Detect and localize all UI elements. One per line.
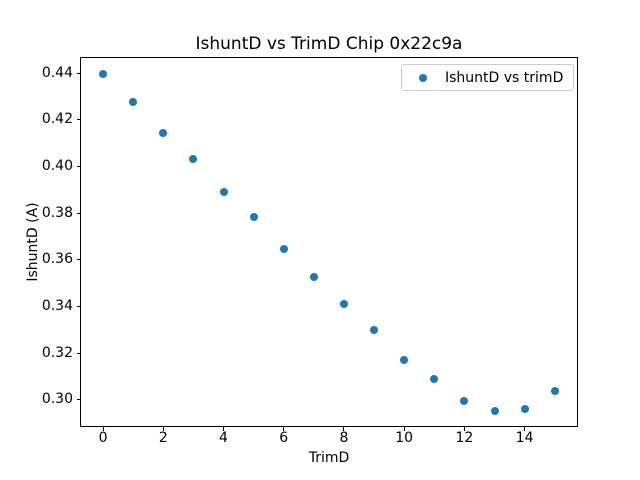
legend-label: IshuntD vs trimD [445, 69, 564, 86]
data-point [370, 326, 379, 335]
legend: IshuntD vs trimD [401, 64, 574, 91]
x-tick-label: 6 [279, 430, 289, 446]
y-tick-mark [76, 305, 81, 307]
plot-area [80, 57, 578, 427]
x-tick-mark [283, 426, 285, 431]
y-tick-mark [76, 166, 81, 168]
data-point [490, 406, 499, 415]
data-point [129, 97, 138, 106]
y-tick-mark [76, 119, 81, 121]
y-tick-mark [76, 212, 81, 214]
x-tick-label: 4 [219, 430, 228, 446]
data-point [339, 300, 348, 309]
x-tick-mark [463, 426, 465, 431]
y-tick-label: 0.30 [41, 391, 73, 408]
x-tick-label: 12 [455, 430, 474, 446]
x-tick-label: 10 [395, 430, 414, 446]
data-point [219, 187, 228, 196]
y-axis-label: IshuntD (A) [25, 202, 41, 282]
data-point [520, 404, 529, 413]
legend-marker-icon [419, 73, 427, 82]
x-axis-label: TrimD [308, 450, 350, 466]
data-point [249, 213, 258, 222]
y-tick-label: 0.44 [41, 64, 73, 81]
y-tick-label: 0.42 [41, 111, 73, 128]
data-point [159, 128, 168, 137]
y-tick-mark [76, 259, 81, 261]
x-tick-mark [403, 426, 405, 431]
y-tick-label: 0.38 [41, 204, 73, 221]
x-tick-label: 0 [98, 430, 108, 446]
data-point [309, 273, 318, 282]
y-tick-mark [76, 352, 81, 354]
y-tick-label: 0.34 [41, 297, 73, 314]
data-point [400, 356, 409, 365]
data-point [550, 386, 559, 395]
x-tick-label: 8 [339, 430, 349, 446]
data-point [189, 155, 198, 164]
chart-title: IshuntD vs TrimD Chip 0x22c9a [195, 34, 463, 54]
x-tick-mark [162, 426, 164, 431]
x-tick-mark [524, 426, 526, 431]
y-tick-mark [76, 72, 81, 74]
x-tick-label: 2 [158, 430, 168, 446]
x-tick-mark [102, 426, 104, 431]
x-tick-mark [223, 426, 225, 431]
y-tick-label: 0.32 [41, 344, 73, 361]
x-tick-mark [343, 426, 345, 431]
data-point [99, 70, 108, 79]
y-tick-mark [76, 399, 81, 401]
y-tick-label: 0.36 [41, 251, 73, 268]
data-point [430, 375, 439, 384]
x-tick-label: 14 [515, 430, 534, 446]
data-point [279, 245, 288, 254]
data-point [460, 396, 469, 405]
y-tick-label: 0.40 [41, 158, 73, 175]
